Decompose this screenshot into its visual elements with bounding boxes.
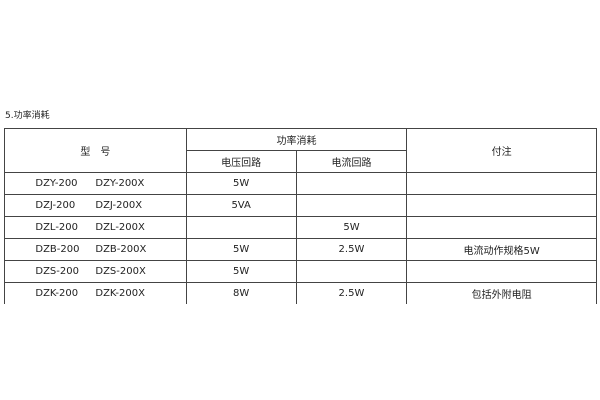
header-power: 功率消耗 (185, 128, 408, 151)
header-row: 型 号 功率消耗 付注 (4, 128, 597, 173)
model-a: DZK-200 (35, 288, 79, 299)
model-a: DZS-200 (35, 266, 79, 277)
power-consumption-table: 型 号 功率消耗 付注 电压回路 电流回路 DZY-200 DZY-200X 5W… (4, 128, 597, 304)
model-b: DZJ-200X (95, 200, 143, 211)
current-cell (295, 172, 408, 195)
model-cell: DZL-200 DZL-200X (4, 216, 187, 239)
table-row: DZB-200 DZB-200X 5W 2.5W 电流动作规格5W (4, 238, 597, 261)
note-cell: 电流动作规格5W (406, 238, 597, 261)
current-cell (295, 260, 408, 283)
table-row: DZL-200 DZL-200X 5W (4, 216, 597, 239)
header-model: 型 号 (4, 128, 187, 173)
note-cell (406, 172, 597, 195)
model-a: DZJ-200 (35, 200, 76, 211)
voltage-cell: 5VA (185, 194, 297, 217)
voltage-cell: 8W (185, 282, 297, 304)
model-a: DZB-200 (35, 244, 80, 255)
model-cell: DZS-200 DZS-200X (4, 260, 187, 283)
model-cell: DZY-200 DZY-200X (4, 172, 187, 195)
table-row: DZK-200 DZK-200X 8W 2.5W 包括外附电阻 (4, 282, 597, 304)
model-a: DZY-200 (35, 178, 78, 189)
current-cell: 2.5W (295, 282, 408, 304)
current-cell: 2.5W (295, 238, 408, 261)
section-title: 5.功率消耗 (5, 111, 50, 121)
model-b: DZB-200X (95, 244, 147, 255)
table-row: DZJ-200 DZJ-200X 5VA (4, 194, 597, 217)
model-a: DZL-200 (35, 222, 79, 233)
model-b: DZS-200X (95, 266, 146, 277)
note-cell (406, 194, 597, 217)
current-cell (295, 194, 408, 217)
table-row: DZS-200 DZS-200X 5W (4, 260, 597, 283)
voltage-cell (185, 216, 297, 239)
model-b: DZL-200X (95, 222, 145, 233)
note-cell: 包括外附电阻 (406, 282, 597, 304)
voltage-cell: 5W (185, 260, 297, 283)
header-note: 付注 (406, 128, 597, 173)
model-cell: DZJ-200 DZJ-200X (4, 194, 187, 217)
note-cell (406, 260, 597, 283)
model-cell: DZB-200 DZB-200X (4, 238, 187, 261)
subheader-row: 电压回路 电流回路 (5, 150, 597, 173)
voltage-cell: 5W (185, 238, 297, 261)
table-row: DZY-200 DZY-200X 5W (4, 172, 597, 195)
model-b: DZY-200X (95, 178, 145, 189)
voltage-cell: 5W (185, 172, 297, 195)
current-cell: 5W (295, 216, 408, 239)
note-cell (406, 216, 597, 239)
model-b: DZK-200X (95, 288, 145, 299)
model-cell: DZK-200 DZK-200X (4, 282, 187, 304)
header-current: 电流回路 (295, 150, 408, 173)
header-voltage: 电压回路 (185, 150, 297, 173)
